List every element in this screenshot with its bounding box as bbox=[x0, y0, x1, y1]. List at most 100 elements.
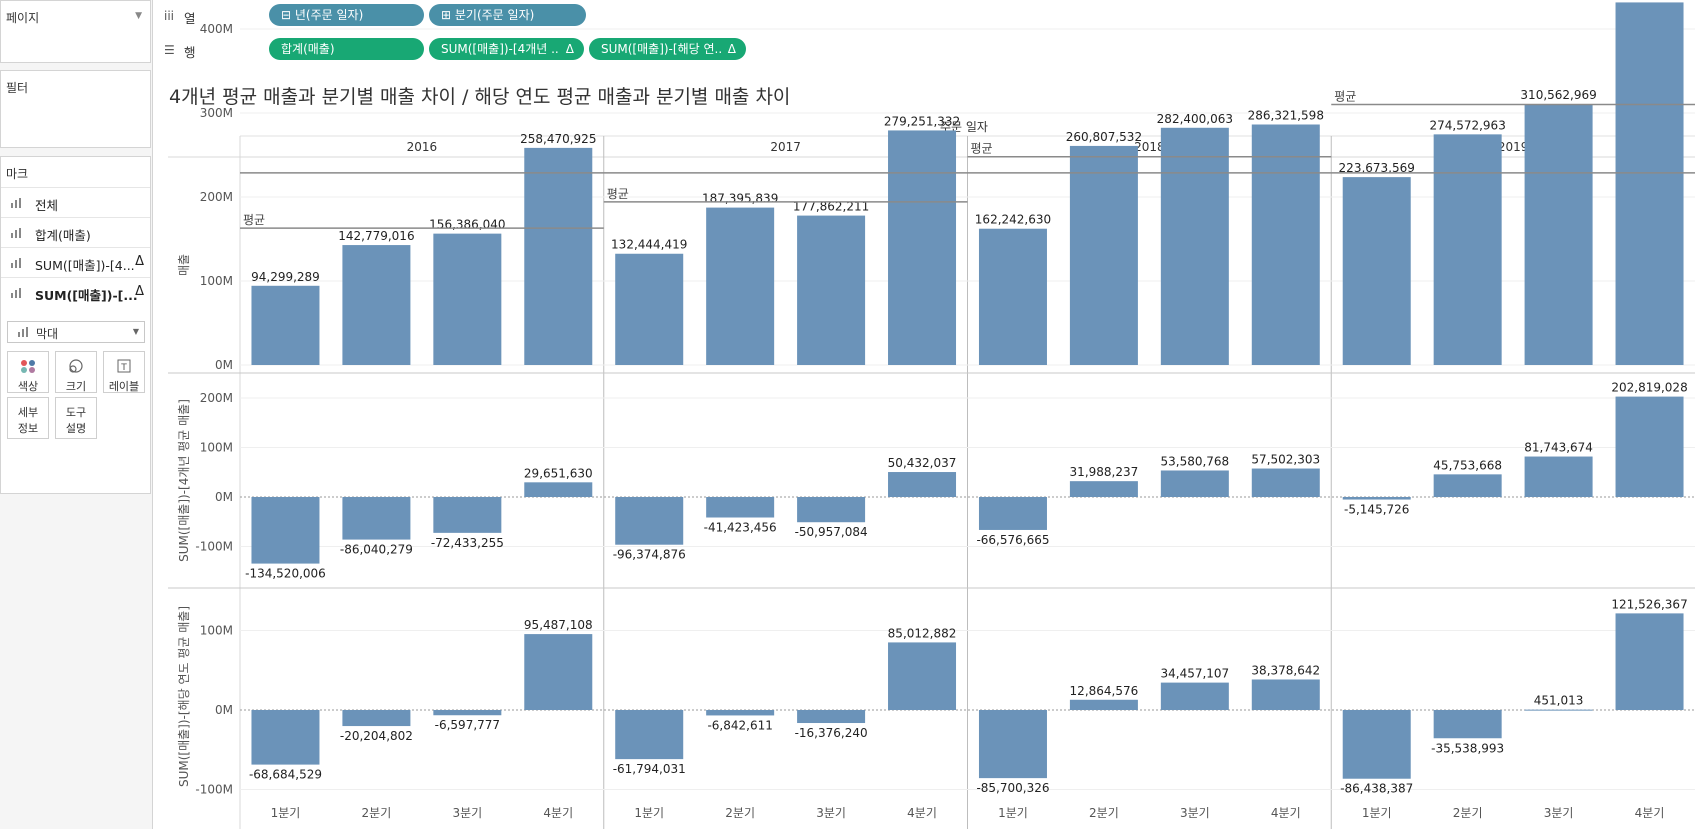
bar-data-label: -68,684,529 bbox=[249, 768, 322, 782]
bar-data-label: -6,597,777 bbox=[435, 718, 500, 732]
average-label: 평균 bbox=[243, 213, 265, 227]
bar bbox=[797, 215, 866, 365]
pill-sum-sales[interactable]: 합계(매출) bbox=[269, 38, 424, 60]
bar bbox=[251, 497, 320, 564]
bar-data-label: 223,673,569 bbox=[1339, 161, 1415, 175]
average-label: 평균 bbox=[971, 142, 993, 156]
bar bbox=[1615, 396, 1684, 497]
bar-data-label: -35,538,993 bbox=[1431, 741, 1504, 755]
x-tick-label: 3분기 bbox=[452, 806, 482, 820]
year-header-label: 2016 bbox=[407, 140, 438, 154]
bar bbox=[797, 497, 866, 523]
x-tick-label: 2분기 bbox=[1089, 806, 1119, 820]
average-label: 평균 bbox=[1334, 90, 1356, 104]
bar-data-label: -85,700,326 bbox=[976, 781, 1049, 795]
bar bbox=[1524, 104, 1593, 365]
rows-shelf[interactable]: ☰ 행 합계(매출) SUM([매출])-[4개년 .. Δ SUM([매출])… bbox=[154, 34, 1695, 69]
x-tick-label: 2분기 bbox=[1453, 806, 1483, 820]
marks-row-diff-year[interactable]: SUM([매출])-[... Δ bbox=[1, 277, 150, 307]
tooltip-button[interactable]: 도구 설명 bbox=[55, 397, 97, 439]
bar-data-label: 274,572,963 bbox=[1429, 118, 1505, 132]
bar-data-label: 85,012,882 bbox=[888, 626, 957, 640]
bar-data-label: -20,204,802 bbox=[340, 729, 413, 743]
bar bbox=[1160, 127, 1229, 365]
mark-type-dropdown[interactable]: 막대 ▼ bbox=[7, 321, 145, 343]
marks-row-label: 전체 bbox=[35, 198, 59, 213]
bar bbox=[251, 285, 320, 365]
bar-data-label: -134,520,006 bbox=[245, 567, 326, 581]
bar bbox=[706, 207, 775, 365]
y-tick-label: -100M bbox=[195, 783, 233, 797]
bar bbox=[978, 710, 1047, 779]
bar bbox=[615, 253, 684, 365]
pages-card[interactable]: 페이지 ▼ bbox=[0, 0, 151, 63]
bar-data-label: 286,321,598 bbox=[1248, 108, 1324, 122]
bar-data-label: 202,819,028 bbox=[1611, 381, 1687, 395]
x-tick-label: 4분기 bbox=[1271, 806, 1301, 820]
pill-quarter-order-date[interactable]: ⊞ 분기(주문 일자) bbox=[429, 4, 586, 26]
size-button[interactable]: 크기 bbox=[55, 351, 97, 393]
delta-icon: Δ bbox=[565, 42, 574, 56]
bar bbox=[888, 642, 957, 710]
detail-button[interactable]: 세부 정보 bbox=[7, 397, 49, 439]
color-button[interactable]: 색상 bbox=[7, 351, 49, 393]
y-tick-label: 400M bbox=[200, 22, 233, 36]
bar-data-label: 81,743,674 bbox=[1524, 441, 1593, 455]
bar bbox=[615, 497, 684, 545]
bar bbox=[797, 710, 866, 724]
marks-row-label: SUM([매출])-[4... bbox=[35, 258, 135, 273]
bar bbox=[1251, 468, 1320, 497]
bar-data-label: 121,526,367 bbox=[1611, 597, 1687, 611]
bar-chart-icon bbox=[11, 288, 23, 298]
pill-year-order-date[interactable]: ⊟ 년(주문 일자) bbox=[269, 4, 424, 26]
bar bbox=[1342, 177, 1411, 365]
year-header-label: 2019 bbox=[1498, 140, 1529, 154]
delta-icon: Δ bbox=[135, 254, 144, 269]
bar-data-label: 95,487,108 bbox=[524, 618, 593, 632]
bar-data-label: 12,864,576 bbox=[1070, 684, 1139, 698]
pill-diff-year-avg[interactable]: SUM([매출])-[해당 연.. Δ bbox=[589, 38, 746, 60]
x-tick-label: 4분기 bbox=[543, 806, 573, 820]
bar-data-label: 310,562,969 bbox=[1520, 88, 1596, 102]
average-label: 평균 bbox=[607, 187, 629, 201]
x-tick-label: 4분기 bbox=[1635, 806, 1665, 820]
bar-data-label: 34,457,107 bbox=[1160, 667, 1229, 681]
bar-data-label: -5,145,726 bbox=[1344, 503, 1409, 517]
label-button[interactable]: T 레이블 bbox=[103, 351, 145, 393]
bar-data-label: 260,807,532 bbox=[1066, 130, 1142, 144]
bar bbox=[1251, 679, 1320, 710]
bar bbox=[1069, 145, 1138, 365]
marks-row-sum-sales[interactable]: 합계(매출) bbox=[1, 217, 150, 247]
x-tick-label: 3분기 bbox=[1180, 806, 1210, 820]
marks-row-all[interactable]: 전체 bbox=[1, 187, 150, 217]
marks-row-diff-4yr[interactable]: SUM([매출])-[4... Δ bbox=[1, 247, 150, 277]
bar bbox=[342, 245, 411, 365]
marks-title: 마크 bbox=[6, 167, 29, 181]
size-icon bbox=[69, 359, 83, 373]
pill-diff-4yr-avg[interactable]: SUM([매출])-[4개년 .. Δ bbox=[429, 38, 584, 60]
y-tick-label: 100M bbox=[200, 624, 233, 638]
chevron-down-icon: ▼ bbox=[132, 327, 139, 336]
bar-data-label: 142,779,016 bbox=[338, 229, 414, 243]
year-header-label: 2017 bbox=[770, 140, 801, 154]
mark-type-value: 막대 bbox=[36, 327, 59, 341]
bar bbox=[524, 147, 593, 365]
chevron-down-icon[interactable]: ▼ bbox=[135, 11, 142, 21]
x-tick-label: 1분기 bbox=[1362, 806, 1392, 820]
rows-label: 행 bbox=[184, 45, 196, 60]
columns-icon: iii bbox=[164, 9, 175, 23]
bar bbox=[706, 710, 775, 716]
filters-card[interactable]: 필터 bbox=[0, 70, 151, 148]
bar bbox=[1524, 456, 1593, 497]
size-label: 크기 bbox=[65, 380, 87, 393]
bar-data-label: -61,794,031 bbox=[613, 762, 686, 776]
marks-row-label: SUM([매출])-[... bbox=[35, 288, 138, 303]
bar-data-label: -66,576,665 bbox=[976, 533, 1049, 547]
bar bbox=[1615, 613, 1684, 710]
bar bbox=[1342, 497, 1411, 500]
color-icon bbox=[21, 360, 35, 373]
bar-data-label: 50,432,037 bbox=[888, 456, 957, 470]
bar-chart-icon bbox=[11, 228, 23, 238]
bar bbox=[706, 497, 775, 518]
detail-label-line2: 정보 bbox=[17, 422, 39, 435]
